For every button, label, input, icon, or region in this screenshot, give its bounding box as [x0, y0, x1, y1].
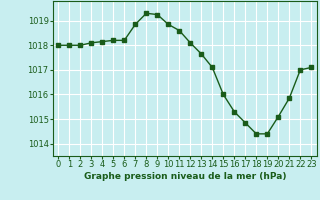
X-axis label: Graphe pression niveau de la mer (hPa): Graphe pression niveau de la mer (hPa) [84, 172, 286, 181]
